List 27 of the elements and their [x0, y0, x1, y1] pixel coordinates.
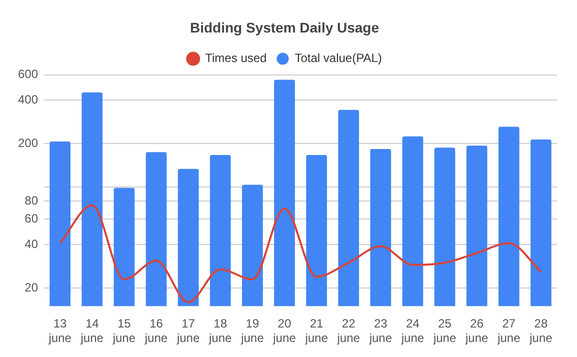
x-tick-label: 21 june — [304, 316, 328, 346]
x-tick-label: 17 june — [176, 316, 200, 346]
x-tick-label: 13 june — [48, 316, 72, 346]
x-tick-label: 15 june — [112, 316, 136, 346]
legend-label: Times used — [205, 51, 267, 66]
x-tick-label: 16 june — [144, 316, 168, 346]
y-tick-label: 400 — [18, 92, 38, 107]
x-tick-label: 18 june — [208, 316, 232, 346]
x-tick-label: 19 june — [240, 316, 264, 346]
legend-label: Total value(PAL) — [294, 51, 382, 66]
y-tick-label: 600 — [18, 67, 38, 82]
y-tick-label: 200 — [18, 136, 38, 150]
chart-title: Bidding System Daily Usage — [190, 19, 380, 36]
x-tick-label: 22 june — [336, 316, 360, 346]
y-tick-label: 60 — [24, 212, 38, 226]
line-series — [59, 204, 542, 304]
y-tick-label: 20 — [24, 280, 38, 294]
x-tick-label: 14 june — [80, 316, 104, 346]
y-tick-label: 40 — [24, 236, 38, 251]
x-tick-label: 26 june — [464, 316, 489, 346]
x-tick-label: 25 june — [432, 316, 456, 346]
x-tick-label: 24 june — [400, 316, 424, 346]
x-tick-label: 20 june — [272, 316, 296, 346]
x-tick-label: 28 june — [528, 316, 553, 346]
y-tick-label: 80 — [24, 194, 38, 208]
x-tick-label: 23 june — [368, 316, 392, 346]
x-tick-label: 27 june — [496, 316, 521, 346]
